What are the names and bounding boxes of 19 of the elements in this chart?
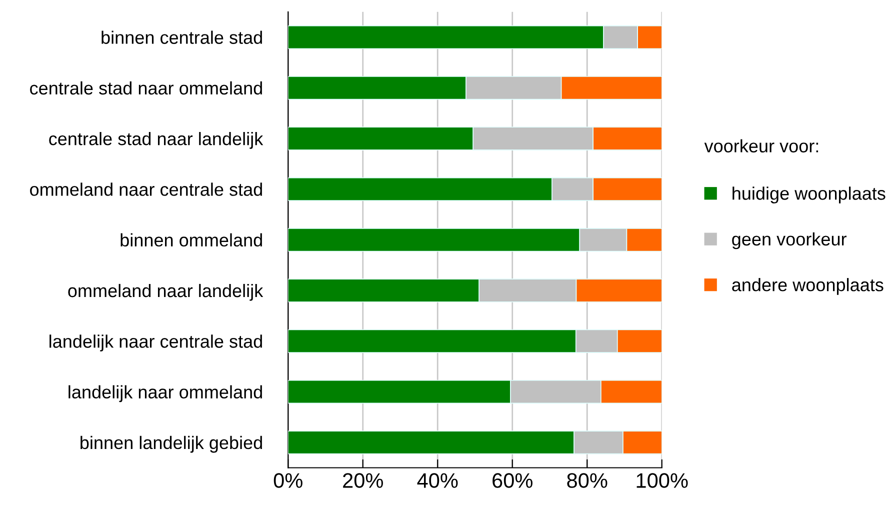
y-tick-label: centrale stad naar ommeland — [30, 81, 262, 95]
legend-title: voorkeur voor: — [704, 139, 818, 152]
y-tick-label: landelijk naar centrale stad — [50, 334, 262, 352]
y-tick-label: binnen landelijk gebied — [80, 436, 262, 453]
y-tick-label: ommeland naar landelijk — [68, 284, 264, 301]
y-tick-label: binnen ommeland — [120, 233, 262, 247]
y-tick-label: ommeland naar centrale stad — [30, 182, 262, 196]
legend-label: geen voorkeur — [732, 232, 846, 250]
legend-label: andere woonplaats — [732, 278, 884, 295]
legend-label: huidige woonplaats — [732, 186, 886, 204]
y-tick-label: binnen centrale stad — [102, 30, 262, 44]
y-tick-label: centrale stad naar landelijk — [49, 132, 264, 149]
x-tick-label: 60% — [492, 473, 532, 488]
x-tick-label: 0% — [274, 473, 302, 488]
x-tick-label: 20% — [343, 473, 383, 488]
x-tick-label: 100% — [636, 473, 688, 488]
y-tick-label: landelijk naar ommeland — [68, 385, 262, 402]
x-tick-label: 80% — [567, 473, 608, 488]
x-tick-label: 40% — [417, 473, 458, 488]
